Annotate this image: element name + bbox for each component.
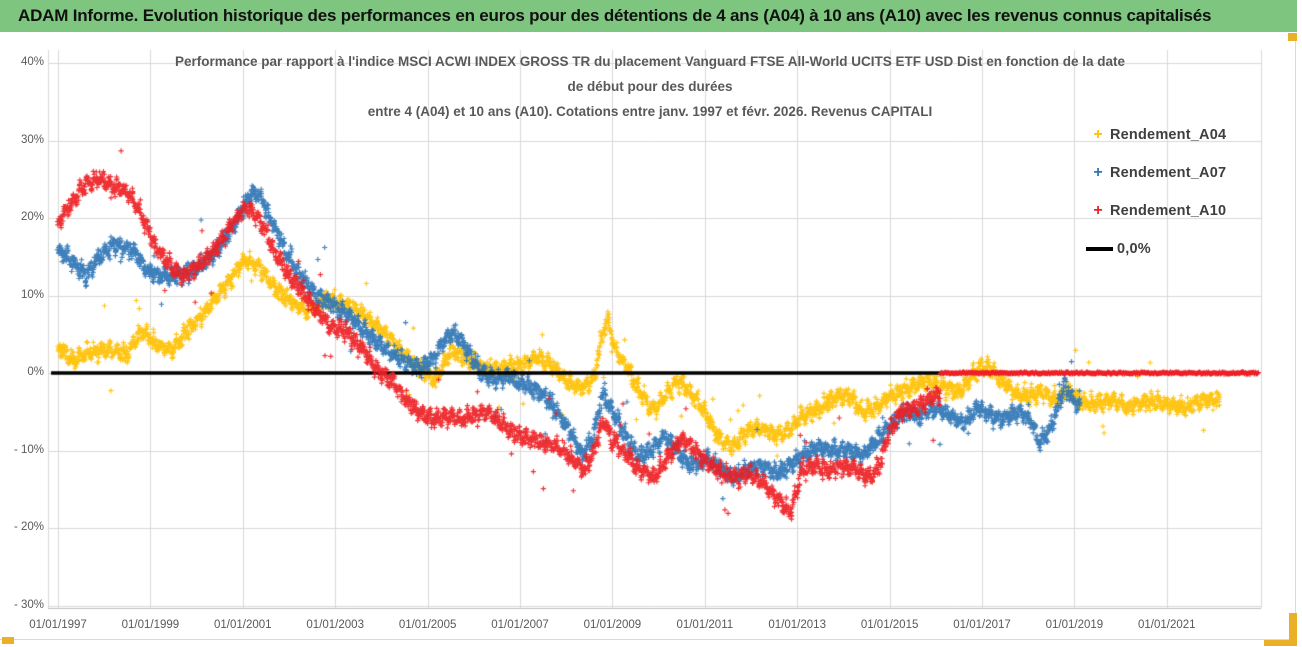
selection-handle-bottom-left (2, 637, 14, 644)
x-tick-label: 01/01/2009 (583, 619, 642, 631)
legend-label: Rendement_A10 (1110, 203, 1227, 219)
y-tick-label: - 30% (13, 598, 44, 611)
x-tick-label: 01/01/2005 (398, 619, 457, 631)
y-tick-label: - 20% (13, 521, 44, 533)
x-tick-label: 01/01/2003 (306, 619, 364, 631)
x-tick-label: 01/01/2011 (676, 619, 734, 631)
y-tick-label: 0% (27, 366, 44, 378)
x-tick-label: 01/01/2007 (491, 619, 549, 631)
legend-label: 0,0% (1117, 241, 1151, 257)
x-tick-label: 01/01/2015 (860, 619, 919, 631)
plus-marker-icon: + (1093, 164, 1103, 181)
selection-handle-top-right (1288, 33, 1297, 41)
y-tick-label: - 10% (13, 443, 44, 456)
chart-legend: + Rendement_A04 + Rendement_A07 + Rendem… (1086, 116, 1286, 268)
x-tick-label: 01/01/2001 (214, 619, 272, 631)
plus-marker-icon: + (1093, 126, 1103, 143)
x-tick-label: 01/01/2017 (953, 619, 1011, 631)
selection-handle-bottom-right-horizontal (1264, 640, 1297, 646)
sheet-row-divider (0, 639, 1297, 640)
legend-label: Rendement_A07 (1110, 165, 1227, 181)
chart-title: Performance par rapport à l'indice MSCI … (120, 49, 1180, 124)
legend-item-rendement-a07: + Rendement_A07 (1086, 154, 1286, 192)
x-tick-label: 01/01/2013 (768, 619, 826, 631)
chart-title-line-3: entre 4 (A04) et 10 ans (A10). Cotations… (367, 104, 933, 119)
y-tick-label: 20% (20, 211, 44, 223)
legend-label: Rendement_A04 (1110, 127, 1227, 143)
x-tick-label: 01/01/1999 (121, 619, 180, 631)
chart-title-line-2: de début pour des durées (567, 79, 733, 94)
plus-marker-icon: + (1093, 202, 1103, 219)
y-tick-label: 40% (20, 56, 44, 68)
selection-handle-bottom-right-vertical (1289, 613, 1297, 645)
legend-item-zero-line: 0,0% (1086, 230, 1286, 268)
y-tick-label: 10% (20, 288, 44, 301)
line-marker-icon (1086, 247, 1113, 251)
legend-item-rendement-a04: + Rendement_A04 (1086, 116, 1286, 154)
x-tick-label: 01/01/1997 (29, 619, 87, 631)
legend-item-rendement-a10: + Rendement_A10 (1086, 192, 1286, 230)
x-tick-label: 01/01/2019 (1045, 619, 1104, 631)
x-tick-label: 01/01/2021 (1138, 619, 1196, 631)
sheet-column-divider (1295, 33, 1296, 639)
chart-title-line-1: Performance par rapport à l'indice MSCI … (174, 54, 1126, 69)
y-tick-label: 30% (20, 133, 44, 146)
